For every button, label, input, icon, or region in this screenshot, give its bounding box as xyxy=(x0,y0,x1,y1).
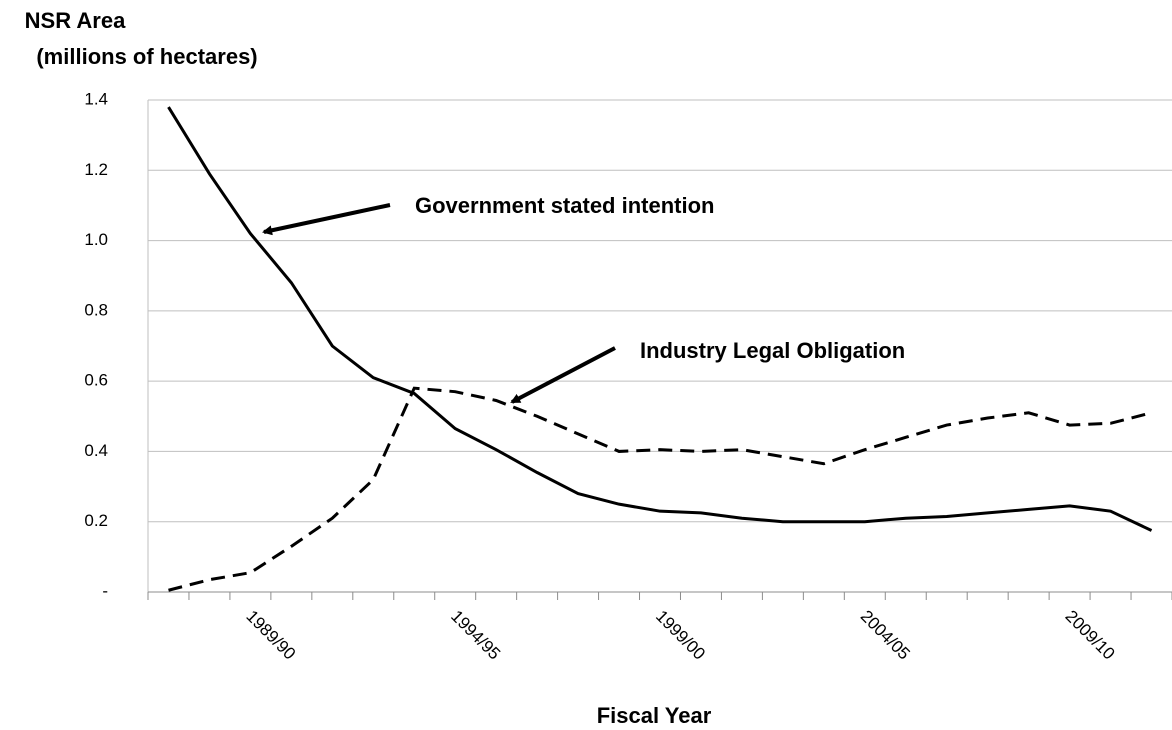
annotation: Government stated intention xyxy=(415,193,714,218)
y-tick-label: 1.2 xyxy=(84,160,108,179)
y-tick-label: 0.6 xyxy=(84,371,108,390)
annotation: Industry Legal Obligation xyxy=(640,338,905,363)
x-tick-label: 1989/90 xyxy=(242,607,299,664)
x-tick-label: 2004/05 xyxy=(857,607,914,664)
data-line xyxy=(168,386,1152,592)
x-tick-label: 2009/10 xyxy=(1062,607,1119,664)
y-tick-label: 0.2 xyxy=(84,511,108,530)
data-line xyxy=(167,106,1153,532)
y-axis-title: (millions of hectares) xyxy=(36,44,257,69)
y-tick-label: 1.4 xyxy=(84,89,108,108)
y-tick-label: - xyxy=(102,581,108,600)
y-tick-label: 1.0 xyxy=(84,230,108,249)
x-axis-title: Fiscal Year xyxy=(597,703,712,728)
y-tick-label: 0.4 xyxy=(84,441,108,460)
x-tick-label: 1994/95 xyxy=(447,607,504,664)
annotation-arrow xyxy=(510,346,616,404)
x-tick-label: 1999/00 xyxy=(652,607,709,664)
y-tick-label: 0.8 xyxy=(84,300,108,319)
annotation-arrow xyxy=(262,203,391,236)
y-axis-title: NSR Area xyxy=(25,8,126,33)
